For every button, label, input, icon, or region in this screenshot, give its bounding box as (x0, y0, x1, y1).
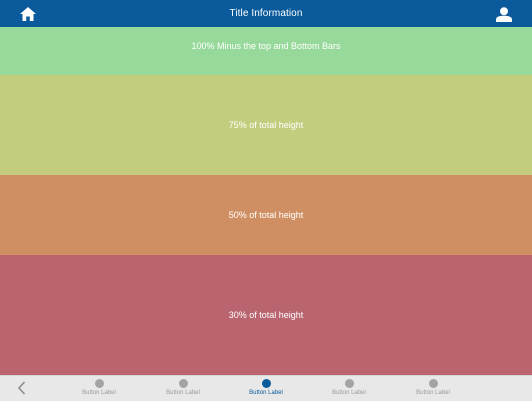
back-button[interactable] (14, 380, 30, 396)
user-icon (496, 6, 512, 22)
chevron-left-icon (17, 381, 26, 395)
panel-75-label: 75% of total height (228, 120, 304, 130)
tab-button-1[interactable]: Button Label (69, 379, 129, 401)
full-height-panel: 100% Minus the top and Bottom Bars (0, 27, 532, 75)
home-button[interactable] (18, 4, 38, 24)
top-bar: Title Information (0, 0, 532, 27)
tab-dot-icon (94, 379, 104, 388)
page-title: Title Information (229, 8, 303, 19)
tab-dot-icon (261, 379, 271, 388)
tab-button-5[interactable]: Button Label (403, 379, 463, 401)
panel-75: 75% of total height (0, 75, 532, 175)
tab-label: Button Label (416, 390, 450, 396)
tab-dot-icon (178, 379, 188, 388)
home-icon (20, 7, 36, 21)
tab-label: Button Label (82, 390, 116, 396)
tab-button-4[interactable]: Button Label (319, 379, 379, 401)
tab-label: Button Label (332, 390, 366, 396)
tab-button-2[interactable]: Button Label (153, 379, 213, 401)
tab-dot-icon (344, 379, 354, 388)
panel-30: 30% of total height (0, 255, 532, 375)
bottom-bar: Button Label Button Label Button Label B… (0, 375, 532, 400)
panel-50: 50% of total height (0, 175, 532, 255)
tab-button-3[interactable]: Button Label (236, 379, 296, 401)
tab-dot-icon (428, 379, 438, 388)
full-height-label: 100% Minus the top and Bottom Bars (191, 41, 341, 51)
tab-label: Button Label (166, 390, 200, 396)
user-button[interactable] (494, 4, 514, 24)
panel-30-label: 30% of total height (228, 310, 304, 320)
panel-50-label: 50% of total height (228, 210, 304, 220)
tab-label: Button Label (249, 390, 283, 396)
